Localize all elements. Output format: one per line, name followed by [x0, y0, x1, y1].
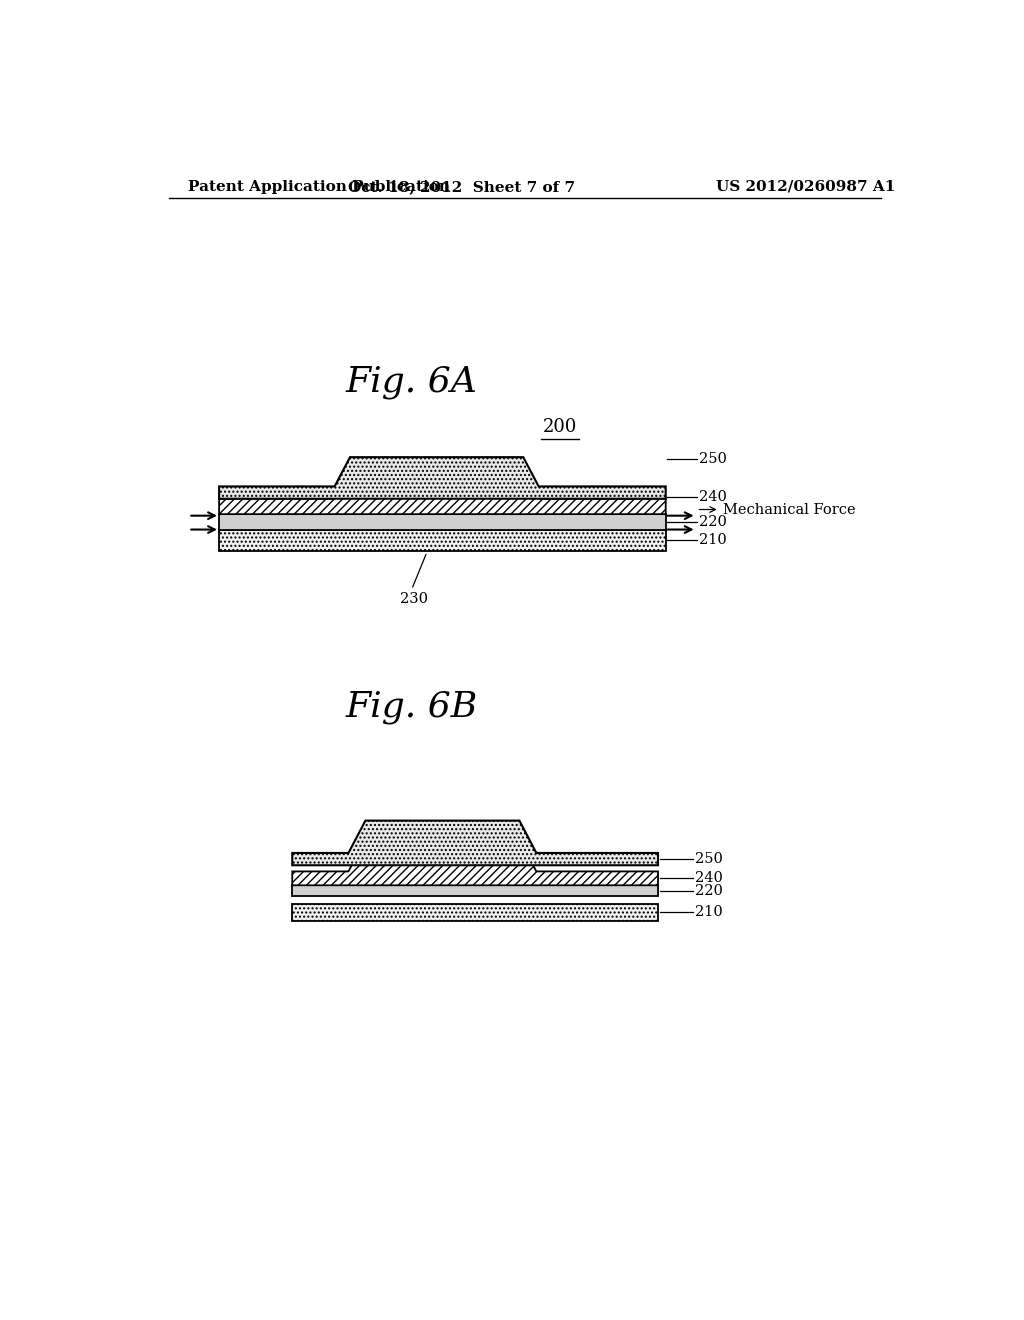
Polygon shape	[219, 457, 666, 499]
Text: Patent Application Publication: Patent Application Publication	[188, 180, 451, 194]
Text: Oct. 18, 2012  Sheet 7 of 7: Oct. 18, 2012 Sheet 7 of 7	[348, 180, 575, 194]
Text: Fig. 6A: Fig. 6A	[346, 364, 477, 399]
FancyBboxPatch shape	[292, 886, 658, 896]
Text: 220: 220	[698, 515, 727, 529]
FancyBboxPatch shape	[219, 515, 666, 529]
Polygon shape	[292, 821, 658, 866]
Text: US 2012/0260987 A1: US 2012/0260987 A1	[716, 180, 895, 194]
Text: 250: 250	[695, 853, 723, 866]
Text: 240: 240	[698, 490, 727, 504]
Text: Mechanical Force: Mechanical Force	[724, 503, 856, 516]
Text: 220: 220	[695, 883, 723, 898]
Text: 210: 210	[698, 533, 727, 548]
Text: 230: 230	[400, 591, 428, 606]
FancyBboxPatch shape	[219, 529, 666, 552]
Text: 210: 210	[695, 906, 723, 919]
FancyBboxPatch shape	[292, 904, 658, 921]
Text: 200: 200	[543, 417, 578, 436]
Text: 240: 240	[695, 871, 723, 886]
Text: Fig. 6B: Fig. 6B	[345, 689, 478, 723]
Text: 250: 250	[698, 451, 727, 466]
Polygon shape	[292, 840, 658, 886]
Polygon shape	[219, 470, 666, 515]
